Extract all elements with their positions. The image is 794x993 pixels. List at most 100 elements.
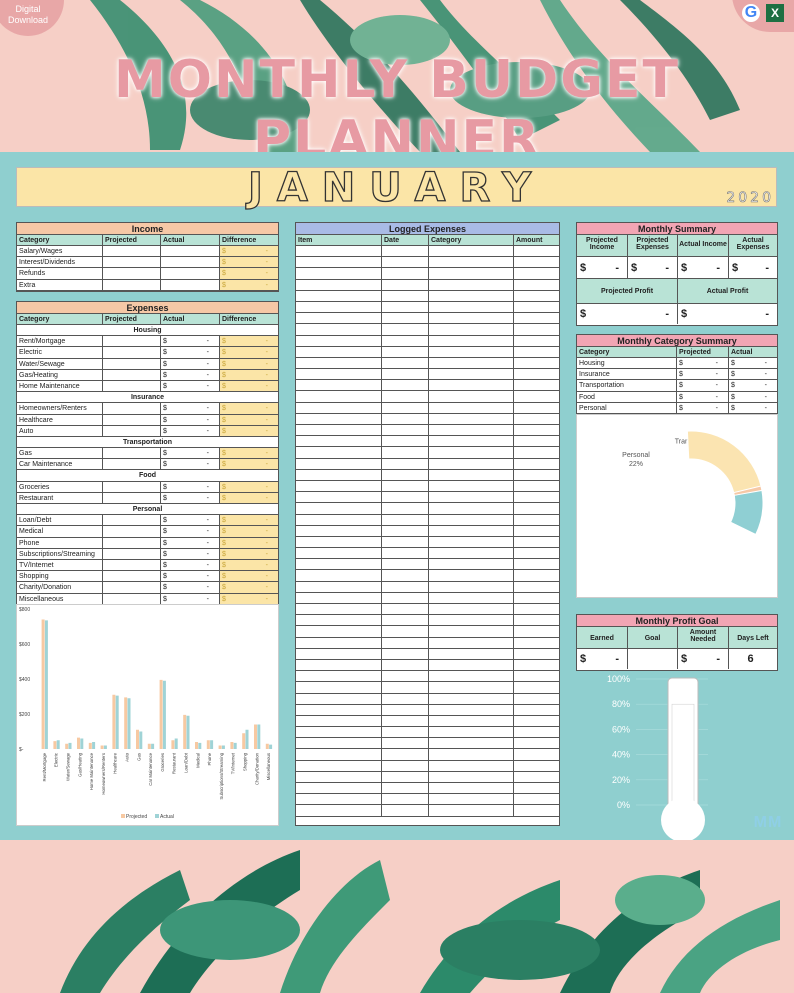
amount-cell[interactable] <box>514 369 559 379</box>
item-cell[interactable] <box>296 704 382 715</box>
date-cell[interactable] <box>382 380 429 391</box>
actual-cell[interactable]: $ - <box>729 369 777 379</box>
amount-cell[interactable] <box>514 347 559 357</box>
amount-cell[interactable] <box>514 716 559 726</box>
actual-cell[interactable] <box>161 246 220 257</box>
item-cell[interactable] <box>296 458 382 469</box>
amount-cell[interactable] <box>514 425 559 435</box>
projected-profit-value[interactable]: $ - <box>577 304 678 324</box>
projected-expenses-value[interactable]: $ - <box>628 257 678 278</box>
amount-cell[interactable] <box>514 537 559 547</box>
item-cell[interactable] <box>296 402 382 413</box>
projected-cell[interactable] <box>103 593 161 604</box>
date-cell[interactable] <box>382 290 429 301</box>
item-cell[interactable] <box>296 257 382 268</box>
difference-cell[interactable]: $ - <box>220 492 278 503</box>
category-cell[interactable] <box>429 693 514 704</box>
amount-cell[interactable] <box>514 559 559 569</box>
amount-cell[interactable] <box>514 324 559 334</box>
difference-cell[interactable]: $ - <box>220 347 278 358</box>
actual-cell[interactable]: $ - <box>161 448 220 459</box>
date-cell[interactable] <box>382 704 429 715</box>
projected-cell[interactable] <box>103 279 161 290</box>
date-cell[interactable] <box>382 738 429 749</box>
date-cell[interactable] <box>382 581 429 592</box>
category-cell[interactable] <box>429 570 514 581</box>
date-cell[interactable] <box>382 447 429 458</box>
item-cell[interactable] <box>296 592 382 603</box>
item-cell[interactable] <box>296 559 382 570</box>
actual-cell[interactable]: $ - <box>161 358 220 369</box>
category-cell[interactable] <box>429 279 514 290</box>
actual-cell[interactable]: $ - <box>161 526 220 537</box>
projected-cell[interactable]: $ - <box>677 391 729 402</box>
amount-cell[interactable] <box>514 503 559 513</box>
amount-cell[interactable] <box>514 391 559 401</box>
date-cell[interactable] <box>382 682 429 693</box>
date-cell[interactable] <box>382 391 429 402</box>
category-cell[interactable] <box>429 648 514 659</box>
projected-cell[interactable] <box>103 526 161 537</box>
item-cell[interactable] <box>296 570 382 581</box>
date-cell[interactable] <box>382 536 429 548</box>
actual-cell[interactable]: $ - <box>729 392 777 402</box>
category-cell[interactable] <box>429 727 514 738</box>
category-cell[interactable] <box>429 324 514 335</box>
difference-cell[interactable]: $ - <box>220 369 278 380</box>
item-cell[interactable] <box>296 536 382 548</box>
item-cell[interactable] <box>296 268 382 279</box>
projected-cell[interactable] <box>103 246 161 257</box>
actual-cell[interactable]: $ - <box>161 492 220 503</box>
item-cell[interactable] <box>296 447 382 458</box>
item-cell[interactable] <box>296 581 382 592</box>
difference-cell[interactable]: $ - <box>220 414 278 425</box>
projected-cell[interactable]: $ - <box>677 358 729 369</box>
category-cell[interactable] <box>429 559 514 570</box>
difference-cell[interactable]: $ - <box>220 336 278 347</box>
item-cell[interactable] <box>296 760 382 771</box>
projected-cell[interactable] <box>103 481 161 492</box>
projected-cell[interactable] <box>103 537 161 548</box>
item-cell[interactable] <box>296 369 382 380</box>
item-cell[interactable] <box>296 413 382 424</box>
date-cell[interactable] <box>382 771 429 782</box>
category-cell[interactable] <box>429 659 514 671</box>
amount-cell[interactable] <box>514 380 559 390</box>
projected-cell[interactable] <box>103 571 161 582</box>
category-cell[interactable] <box>429 469 514 480</box>
actual-cell[interactable]: $ - <box>161 593 220 604</box>
date-cell[interactable] <box>382 525 429 536</box>
actual-income-value[interactable]: $ - <box>678 257 729 278</box>
date-cell[interactable] <box>382 727 429 738</box>
actual-cell[interactable] <box>161 257 220 268</box>
amount-cell[interactable] <box>514 358 559 368</box>
amount-cell[interactable] <box>514 738 559 748</box>
projected-cell[interactable] <box>103 358 161 369</box>
item-cell[interactable] <box>296 783 382 794</box>
amount-cell[interactable] <box>514 749 559 759</box>
date-cell[interactable] <box>382 548 429 559</box>
date-cell[interactable] <box>382 301 429 313</box>
projected-cell[interactable]: $ - <box>677 380 729 391</box>
amount-cell[interactable] <box>514 436 559 446</box>
category-cell[interactable] <box>429 615 514 626</box>
item-cell[interactable] <box>296 805 382 816</box>
date-cell[interactable] <box>382 413 429 424</box>
category-cell[interactable] <box>429 783 514 794</box>
date-cell[interactable] <box>382 659 429 671</box>
actual-cell[interactable]: $ - <box>729 358 777 368</box>
category-cell[interactable] <box>429 794 514 805</box>
actual-cell[interactable]: $ - <box>161 537 220 548</box>
date-cell[interactable] <box>382 715 429 727</box>
date-cell[interactable] <box>382 313 429 324</box>
category-cell[interactable] <box>429 447 514 458</box>
item-cell[interactable] <box>296 682 382 693</box>
projected-cell[interactable] <box>103 548 161 559</box>
date-cell[interactable] <box>382 783 429 794</box>
date-cell[interactable] <box>382 257 429 268</box>
date-cell[interactable] <box>382 592 429 603</box>
amount-cell[interactable] <box>514 694 559 704</box>
category-cell[interactable] <box>429 760 514 771</box>
projected-cell[interactable] <box>103 459 161 470</box>
amount-cell[interactable] <box>514 604 559 614</box>
